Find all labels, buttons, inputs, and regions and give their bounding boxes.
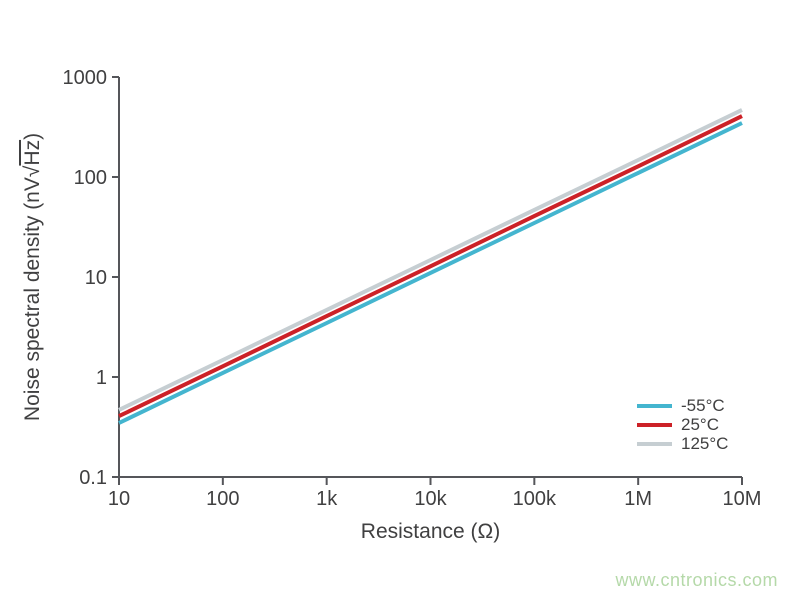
- x-tick-label: 10M: [723, 488, 762, 510]
- y-axis-title-suffix: ): [21, 132, 44, 140]
- series-line-25c: [118, 114, 743, 418]
- series-line-125c: [118, 108, 743, 412]
- x-tick-label: 1M: [624, 488, 652, 510]
- x-tick-label: 10k: [414, 488, 447, 510]
- y-axis-title-radicand: Hz: [21, 139, 44, 166]
- y-axis-title-prefix: Noise spectral density (nV√: [21, 165, 44, 422]
- x-tick-label: 100k: [513, 488, 557, 510]
- legend-item: -55°C: [637, 396, 728, 415]
- legend-label: 125°C: [681, 434, 729, 453]
- series-line--55c: [118, 121, 743, 425]
- y-tick-label: 1: [96, 367, 107, 389]
- legend-swatch: [637, 403, 672, 408]
- legend-label: 25°C: [681, 415, 719, 434]
- y-tick-label: 0.1: [79, 467, 107, 489]
- y-tick-label: 10: [85, 267, 107, 289]
- x-axis-title: Resistance (Ω): [360, 520, 501, 543]
- watermark: www.cntronics.com: [615, 570, 778, 590]
- x-tick-label: 10: [108, 488, 130, 510]
- legend-item: 125°C: [637, 434, 728, 453]
- y-tick-label: 100: [74, 167, 107, 189]
- legend-label: -55°C: [681, 396, 725, 415]
- legend-swatch: [637, 422, 672, 427]
- x-tick-label: 1k: [316, 488, 338, 510]
- legend-swatch: [637, 441, 672, 446]
- legend-item: 25°C: [637, 415, 728, 434]
- y-axis-title: Noise spectral density (nV√Hz): [21, 133, 45, 421]
- x-tick-label: 100: [206, 488, 239, 510]
- y-tick-label: 1000: [63, 67, 108, 89]
- legend: -55°C 25°C 125°C: [637, 396, 728, 453]
